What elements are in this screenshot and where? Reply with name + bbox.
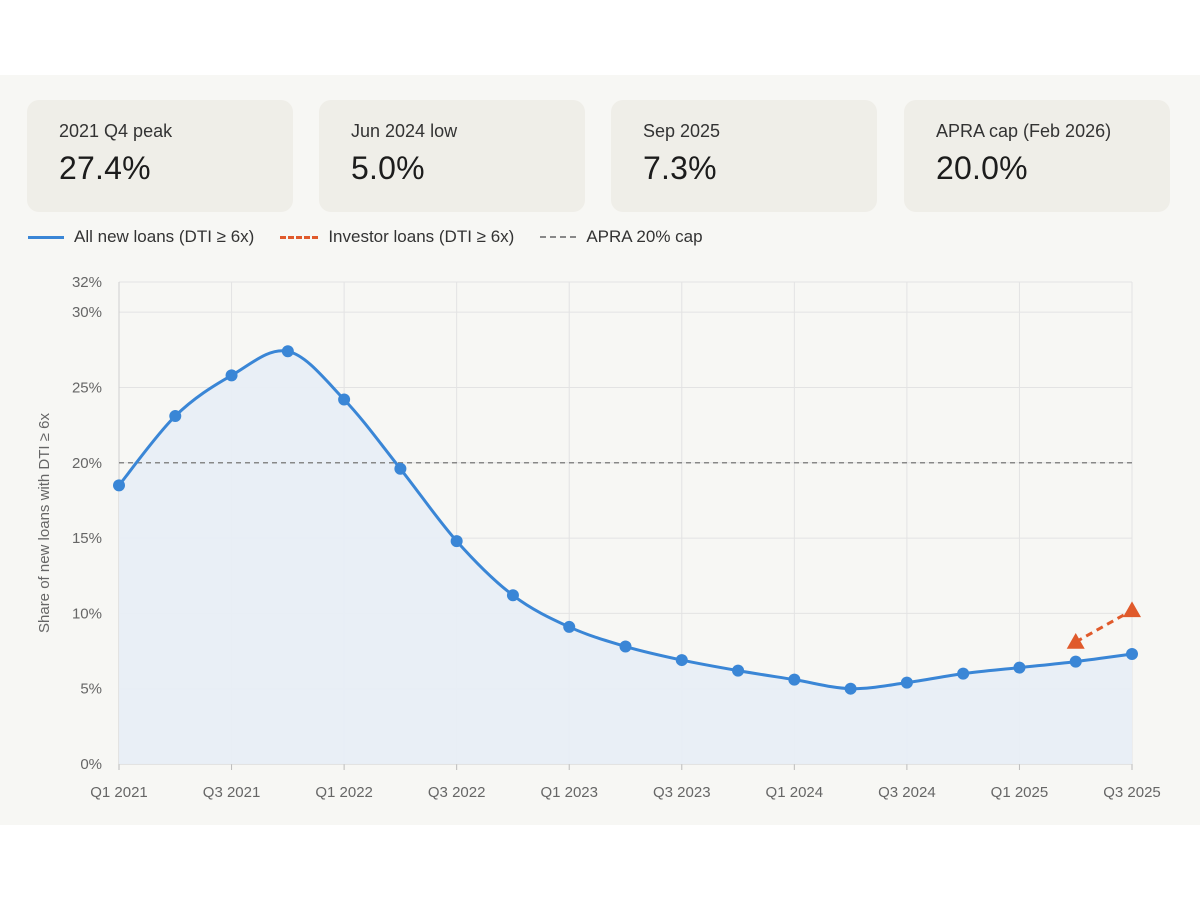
stat-card-value: 27.4% <box>59 150 151 186</box>
chart-legend: All new loans (DTI ≥ 6x) Investor loans … <box>28 227 729 247</box>
investor-loans-line <box>1074 609 1133 644</box>
all-loans-point <box>338 393 351 406</box>
stat-card-value: 7.3% <box>643 150 717 186</box>
legend-item-apra-cap: APRA 20% cap <box>540 227 703 247</box>
all-loans-point <box>1126 648 1138 661</box>
stat-card-peak: 2021 Q4 peak 27.4% <box>27 100 293 212</box>
stat-card-label: 2021 Q4 peak <box>59 121 173 141</box>
all-loans-point <box>563 620 576 633</box>
y-tick-label: 25% <box>72 379 102 396</box>
all-loans-point <box>394 462 407 475</box>
x-tick-label: Q3 2025 <box>1103 784 1161 801</box>
all-loans-point <box>281 345 294 358</box>
legend-label-all-loans: All new loans (DTI ≥ 6x) <box>74 227 255 246</box>
stat-card-label: Jun 2024 low <box>351 121 458 141</box>
y-tick-label: 10% <box>72 605 102 622</box>
y-tick-label: 0% <box>80 756 102 773</box>
all-loans-point <box>788 673 801 686</box>
all-loans-point <box>1013 661 1026 674</box>
y-axis-title: Share of new loans with DTI ≥ 6x <box>36 413 53 633</box>
all-loans-point <box>169 410 182 423</box>
all-loans-point <box>113 479 125 492</box>
legend-item-all-loans: All new loans (DTI ≥ 6x) <box>28 227 254 247</box>
all-loans-point <box>1069 655 1082 668</box>
all-loans-point <box>957 667 970 680</box>
all-loans-point <box>844 682 857 695</box>
all-loans-point <box>900 676 913 689</box>
all-loans-point <box>225 369 238 382</box>
investor-loans-point <box>1066 632 1085 649</box>
investor-loans-point <box>1123 601 1141 618</box>
stat-card-label: APRA cap (Feb 2026) <box>936 121 1112 141</box>
legend-item-investor-loans: Investor loans (DTI ≥ 6x) <box>280 227 514 247</box>
legend-swatch-investor-loans <box>280 235 319 239</box>
x-tick-label: Q3 2021 <box>203 784 261 801</box>
all-loans-point <box>732 664 745 677</box>
y-tick-label: 20% <box>72 455 102 472</box>
all-loans-point <box>450 535 463 548</box>
x-tick-label: Q3 2023 <box>653 784 711 801</box>
legend-swatch-apra-cap <box>540 236 577 238</box>
stat-card-value: 20.0% <box>936 150 1028 186</box>
stat-card-value: 5.0% <box>351 150 425 186</box>
all-loans-area <box>119 350 1132 764</box>
stat-card-low: Jun 2024 low 5.0% <box>319 100 585 212</box>
legend-label-apra-cap: APRA 20% cap <box>586 227 703 246</box>
y-tick-label: 5% <box>80 681 102 698</box>
y-tick-label: 15% <box>72 530 102 547</box>
y-tick-label: 32% <box>72 274 102 291</box>
stat-card-latest: Sep 2025 7.3% <box>611 100 877 212</box>
stat-card-cap: APRA cap (Feb 2026) 20.0% <box>904 100 1170 212</box>
x-tick-label: Q1 2023 <box>540 784 598 801</box>
all-loans-point <box>675 654 688 667</box>
x-tick-label: Q3 2024 <box>878 784 936 801</box>
legend-label-investor-loans: Investor loans (DTI ≥ 6x) <box>328 227 515 246</box>
legend-swatch-all-loans <box>28 235 64 239</box>
x-tick-label: Q1 2024 <box>766 784 824 801</box>
all-loans-point <box>619 640 632 653</box>
x-tick-label: Q1 2022 <box>315 784 373 801</box>
y-tick-label: 30% <box>72 304 102 321</box>
x-tick-label: Q3 2022 <box>428 784 486 801</box>
all-loans-point <box>506 589 519 602</box>
x-tick-label: Q1 2021 <box>90 784 148 801</box>
x-tick-label: Q1 2025 <box>991 784 1049 801</box>
stat-card-label: Sep 2025 <box>643 121 721 141</box>
